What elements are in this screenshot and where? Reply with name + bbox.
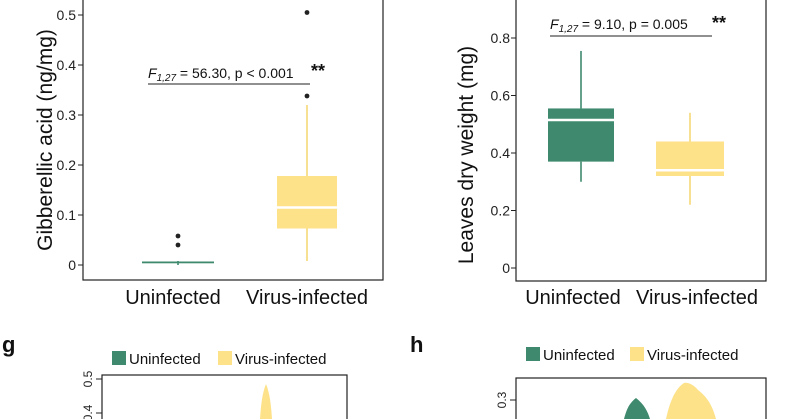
box-virus-infected	[277, 176, 337, 229]
stat-annotation: F1,27 = 9.10, p = 0.005	[550, 16, 688, 35]
x-tick-label: Virus-infected	[636, 287, 758, 309]
box-uninfected	[142, 261, 214, 264]
significance-stars: **	[712, 13, 726, 33]
x-tick-label: Virus-infected	[246, 287, 368, 309]
panel-label: g	[2, 332, 15, 357]
legend-swatch-uninfected	[526, 347, 540, 361]
violin-chart-h: h Uninfected Virus-infected 0.3	[410, 332, 767, 419]
gibberellic-acid-chart: 0 0.1 0.2 0.3 0.4 0.5 Gibberellic acid (ng/mg…	[34, 0, 384, 309]
box-uninfected	[548, 108, 614, 162]
significance-stars: **	[311, 61, 325, 81]
legend-label: Uninfected	[129, 351, 201, 368]
y-axis-label: Leaves dry weight (mg)	[455, 46, 478, 264]
plot-frame	[101, 374, 348, 419]
y-tick-label: 0.6	[491, 88, 511, 104]
violin-virus-infected	[666, 382, 716, 419]
outlier-point	[304, 93, 310, 99]
stat-annotation: F1,27 = 56.30, p < 0.001	[148, 65, 294, 84]
leaves-dry-weight-chart: 0 0.2 0.4 0.6 0.8 Leaves dry weight (mg) Uni…	[455, 0, 767, 309]
outlier-point	[304, 10, 310, 15]
y-tick-label: 0.5	[81, 370, 95, 387]
plot-frame	[82, 0, 384, 281]
legend-swatch-virus-infected	[630, 347, 644, 361]
outlier-point	[175, 233, 181, 239]
y-axis-label: Gibberellic acid (ng/mg)	[34, 29, 57, 251]
y-tick-label: 0.3	[495, 391, 509, 408]
legend-label: Virus-infected	[647, 347, 738, 364]
violin-chart-g: g Uninfected Virus-infected 0.5 0.4	[2, 332, 348, 419]
legend-swatch-virus-infected	[218, 351, 232, 365]
panel-label: h	[410, 332, 423, 357]
legend-swatch-uninfected	[112, 351, 126, 365]
y-tick-label: 0	[502, 260, 510, 276]
violin-uninfected	[624, 398, 650, 419]
y-tick-label: 0.4	[57, 57, 77, 73]
y-tick-label: 0.4	[491, 145, 511, 161]
legend-label: Uninfected	[543, 347, 615, 364]
outlier-point	[175, 242, 181, 248]
y-tick-label: 0.5	[57, 7, 77, 23]
plot-frame	[515, 0, 767, 282]
y-tick-label: 0.4	[81, 404, 95, 419]
y-tick-label: 0.2	[491, 203, 511, 219]
x-tick-label: Uninfected	[525, 287, 621, 309]
y-tick-label: 0.1	[57, 207, 77, 223]
y-tick-label: 0.2	[57, 157, 77, 173]
legend-label: Virus-infected	[235, 351, 326, 368]
x-tick-label: Uninfected	[125, 287, 221, 309]
violin-virus-infected	[260, 384, 272, 419]
y-tick-label: 0.3	[57, 107, 77, 123]
y-tick-label: 0.8	[491, 30, 511, 46]
y-tick-label: 0	[68, 257, 76, 273]
plot-frame	[515, 377, 767, 419]
